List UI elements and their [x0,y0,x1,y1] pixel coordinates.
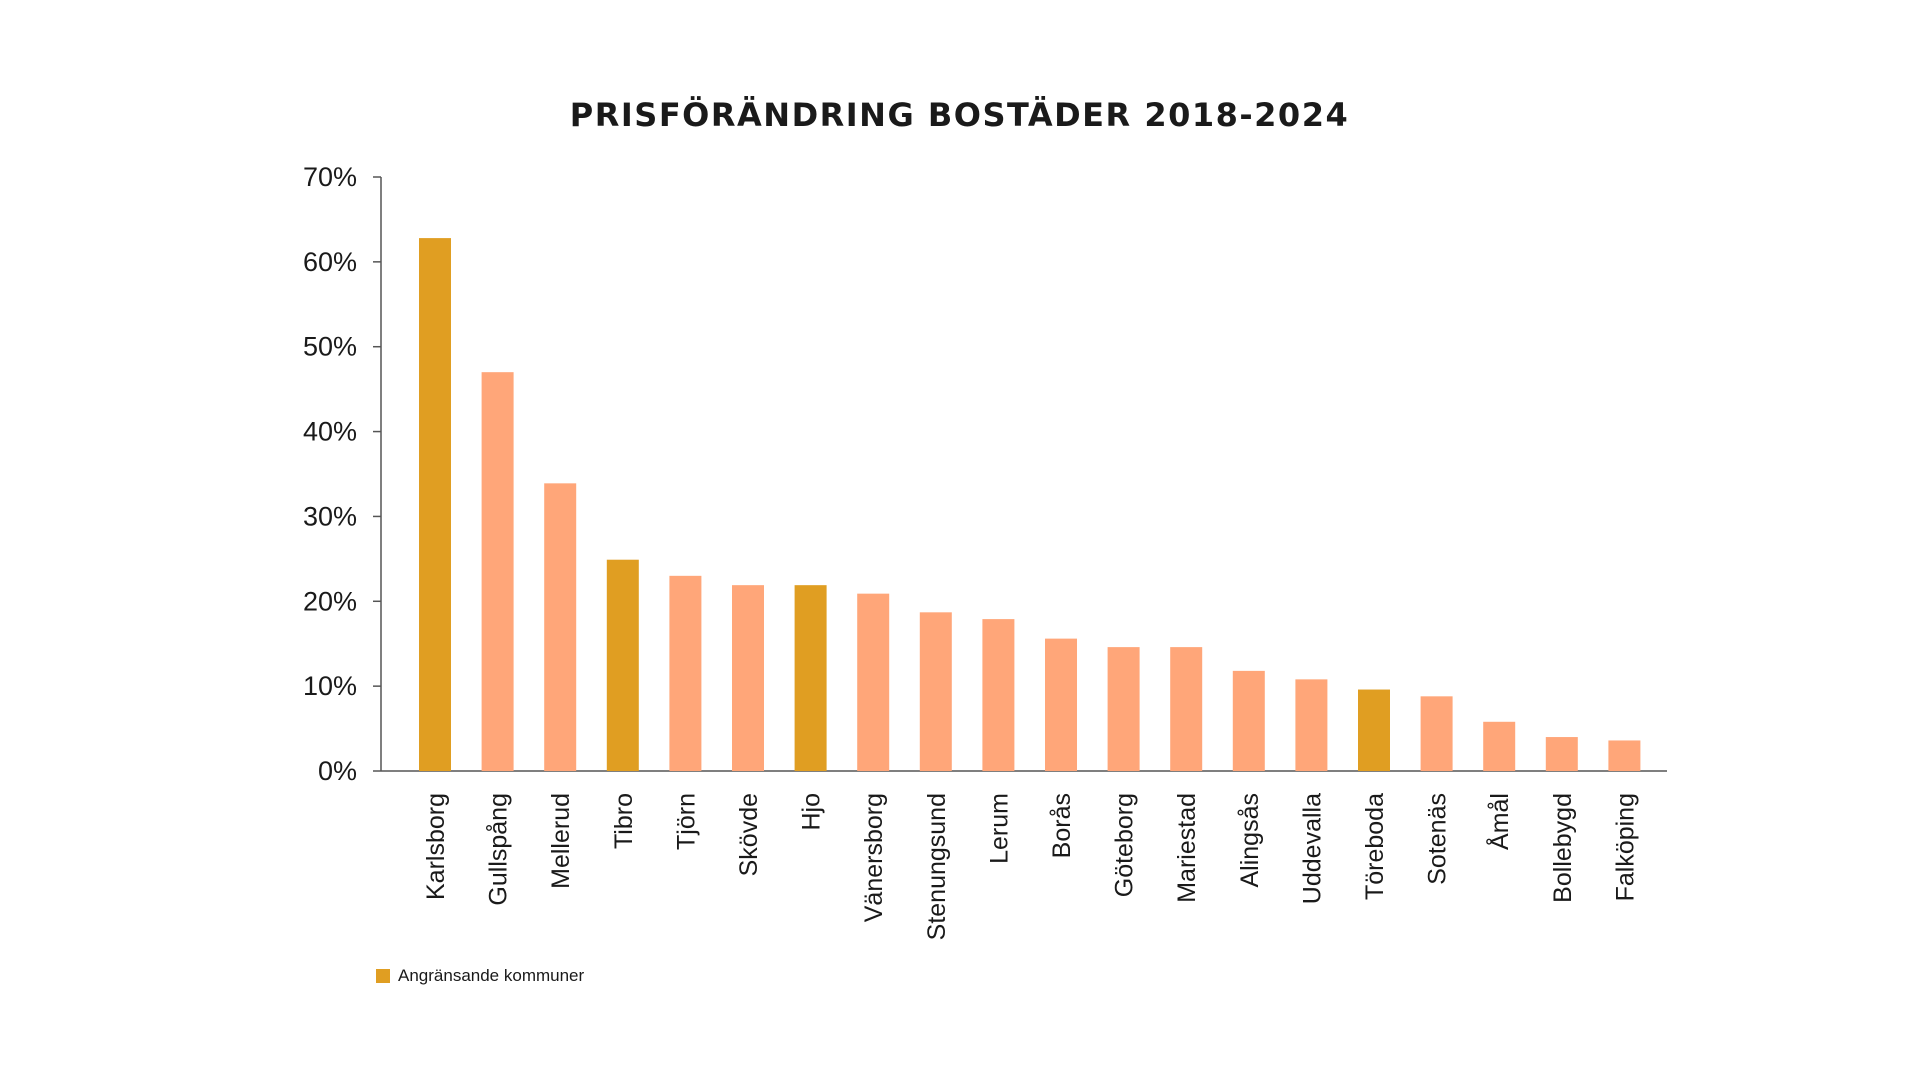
category-label: Skövde [735,793,763,876]
y-tick-label: 0% [318,756,357,786]
bar-Alingsås [1232,670,1265,771]
legend: Angränsande kommuner [376,966,584,986]
category-label: Alingsås [1236,793,1264,888]
bar-Karlsborg [419,238,451,771]
category-label: Bollebygd [1549,793,1577,903]
bar-Åmål [1483,721,1516,771]
bar-Mellerud [544,483,577,771]
category-label: Vänersborg [860,793,888,922]
bar-Gullspång [481,372,514,771]
category-label: Uddevalla [1298,793,1326,904]
legend-label: Angränsande kommuner [398,966,585,985]
bar-Lerum [982,619,1015,771]
category-label: Gullspång [485,793,513,906]
bar-Hjo [794,585,827,771]
bar-Stenungsund [919,612,952,771]
category-label: Mellerud [547,793,575,889]
y-tick-label: 70% [303,162,357,192]
bar-Töreboda [1358,689,1390,771]
bar-Tibro [606,559,639,771]
bar-Borås [1045,638,1077,771]
bar-Uddevalla [1295,679,1328,771]
bar-Göteborg [1107,647,1140,771]
category-label: Stenungsund [923,793,951,940]
category-label: Mariestad [1173,793,1201,903]
y-tick-label: 20% [303,586,357,616]
category-label: Töreboda [1361,793,1389,900]
category-label: Lerum [985,793,1013,864]
bar-Falköping [1608,740,1641,771]
y-tick-label: 40% [303,417,357,447]
bar-Mariestad [1170,647,1203,771]
y-tick-label: 60% [303,247,357,277]
bar-Skövde [732,585,764,771]
legend-swatch [376,969,390,983]
y-tick-label: 10% [303,671,357,701]
category-label: Falköping [1611,793,1639,901]
category-label: Göteborg [1111,793,1139,897]
chart-title: PRISFÖRÄNDRING BOSTÄDER 2018-2024 [569,96,1350,134]
category-label: Tibro [610,793,638,849]
y-tick-label: 50% [303,332,357,362]
y-tick-label: 30% [303,501,357,531]
category-label: Karlsborg [422,793,450,900]
bar-Vänersborg [857,593,890,771]
bar-Tjörn [669,575,702,771]
bar-Bollebygd [1545,737,1578,771]
category-label: Borås [1048,793,1076,858]
category-label: Åmål [1484,793,1514,850]
category-label: Sotenäs [1424,793,1452,885]
category-label: Tjörn [672,793,700,850]
bar-Sotenäs [1420,696,1453,771]
category-label: Hjo [798,793,826,831]
